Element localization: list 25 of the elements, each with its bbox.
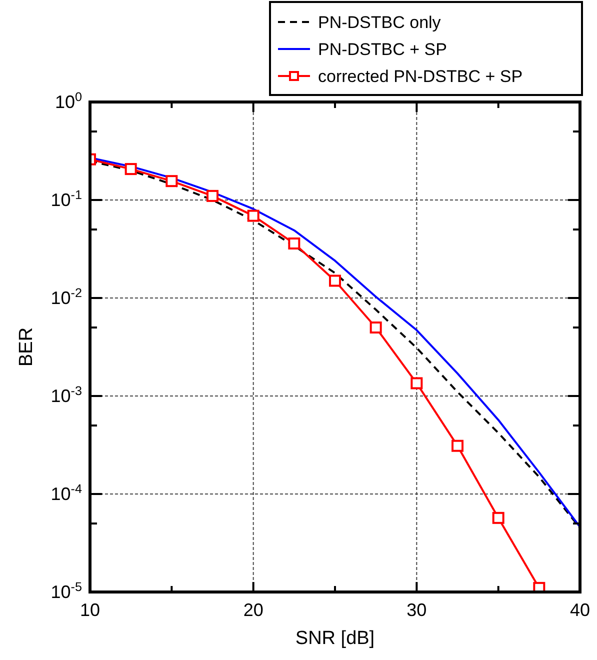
x-tick-label: 20	[243, 600, 264, 620]
y-axis-title: BER	[16, 327, 37, 367]
point	[410, 377, 423, 390]
y-tick-label: 10$^{-5}$	[50, 580, 82, 602]
y-tick-label: 10$^{-3}$	[50, 384, 82, 406]
point	[329, 274, 341, 287]
point	[452, 440, 464, 452]
legend-label: PN-DSTBC only	[318, 13, 442, 32]
y-tick-label: 10$^{-4}$	[50, 482, 82, 504]
x-tick-label: 30	[406, 600, 427, 620]
x-tick-label: 40	[570, 600, 590, 620]
x-tick-label: 10	[80, 600, 100, 620]
point	[247, 210, 260, 222]
point	[288, 237, 300, 250]
x-axis-title: SNR [dB]	[295, 628, 375, 649]
legend-label: PN-DSTBC + SP	[318, 40, 447, 59]
point	[124, 163, 137, 176]
y-tick-label: 10$^{0}$	[54, 90, 82, 112]
y-tick-label: 10$^{-1}$	[50, 188, 82, 210]
point	[370, 322, 382, 334]
y-tick-label: 10$^{-2}$	[50, 286, 82, 308]
legend-label: corrected PN-DSTBC + SP	[318, 67, 523, 86]
point	[166, 175, 178, 188]
point	[206, 190, 218, 202]
point	[492, 512, 504, 524]
